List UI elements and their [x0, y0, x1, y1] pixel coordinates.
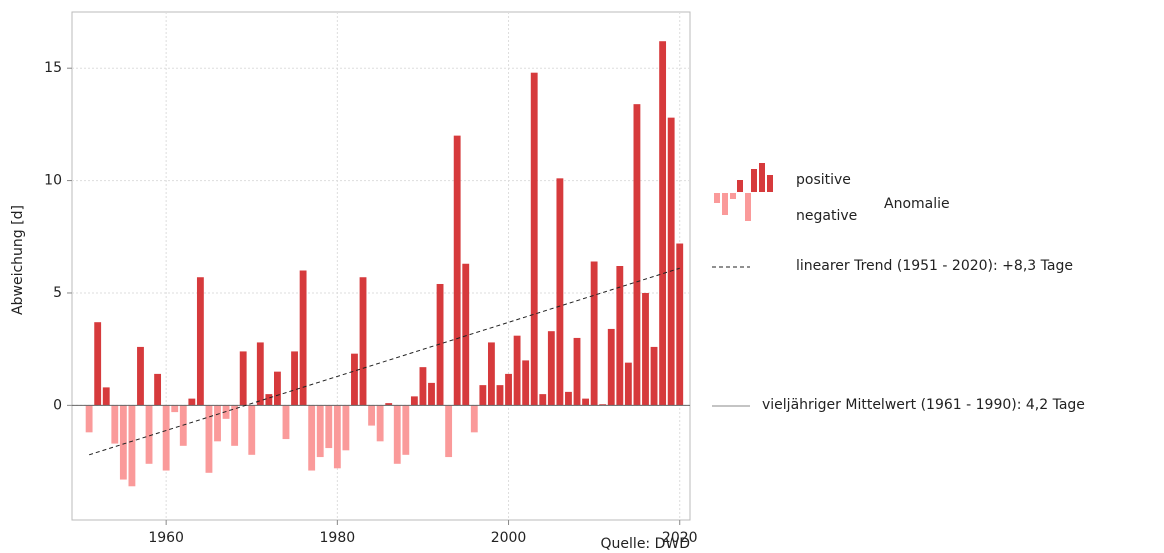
bar [624, 362, 632, 406]
bar [402, 405, 410, 455]
legend-positive: positive [796, 172, 851, 188]
bar [231, 405, 239, 446]
bar [642, 292, 649, 406]
bar [607, 328, 615, 406]
bar [265, 394, 273, 406]
bar [359, 277, 367, 406]
bar [274, 371, 281, 406]
bar [299, 270, 307, 406]
x-tick-label: 2000 [491, 530, 527, 546]
bar [342, 405, 350, 451]
bar [205, 405, 213, 473]
bar [111, 405, 119, 444]
bar [539, 394, 547, 406]
bar [565, 391, 572, 406]
bar [530, 72, 538, 406]
y-axis-label: Abweichung [d] [10, 205, 26, 315]
bar [333, 405, 341, 469]
x-tick-label: 1960 [148, 530, 184, 546]
bar [316, 405, 324, 458]
bar [368, 405, 376, 426]
bar [137, 346, 144, 406]
bar [256, 342, 264, 406]
bar [154, 373, 162, 406]
bar [162, 405, 170, 471]
bar [445, 405, 453, 458]
bar [487, 342, 495, 406]
bar [453, 135, 461, 406]
bar [462, 263, 470, 406]
legend-negative: negative [796, 208, 857, 224]
bar [505, 373, 512, 406]
bar [667, 117, 675, 406]
y-tick-label: 5 [53, 285, 62, 301]
bar [351, 353, 358, 406]
y-tick-label: 10 [44, 173, 62, 189]
legend-trend: linearer Trend (1951 - 2020): +8,3 Tage [796, 258, 1073, 274]
bar [102, 387, 110, 406]
x-tick-label: 1980 [320, 530, 356, 546]
trend-line [88, 267, 680, 456]
bar [239, 351, 247, 406]
bar [513, 335, 521, 406]
bar [676, 243, 684, 406]
bar [428, 382, 435, 406]
bar [325, 405, 333, 449]
bar [145, 405, 153, 464]
bar [419, 367, 427, 406]
bar [659, 41, 667, 406]
bar [470, 405, 478, 433]
bar [171, 405, 179, 413]
bar [590, 261, 598, 406]
bar [119, 405, 127, 480]
bar [291, 351, 298, 406]
legend-mean: vieljähriger Mittelwert (1961 - 1990): 4… [762, 397, 1085, 413]
bar [522, 360, 530, 406]
bar [573, 337, 581, 406]
bar [650, 346, 658, 406]
bar [616, 266, 624, 406]
bar [222, 405, 230, 419]
bar [410, 396, 418, 406]
bar [556, 178, 564, 406]
y-tick-label: 0 [53, 397, 62, 413]
x-tick-label: 2020 [662, 530, 698, 546]
bar [633, 104, 641, 406]
bar [436, 283, 444, 406]
bar [496, 385, 504, 406]
bar [94, 322, 102, 406]
bar [479, 385, 487, 406]
source: Quelle: DWD [601, 536, 690, 552]
bar [214, 405, 221, 442]
bar [282, 405, 290, 440]
bar [308, 405, 316, 471]
bar [376, 405, 384, 442]
legend-icon [714, 163, 773, 221]
bar [547, 331, 555, 406]
legend-group: Anomalie [884, 196, 950, 212]
bar [196, 277, 204, 406]
bar [188, 398, 196, 406]
bar [582, 398, 589, 406]
y-tick-label: 15 [44, 60, 62, 76]
bar [599, 404, 607, 406]
plot-frame [71, 11, 691, 521]
bar [393, 405, 401, 464]
bar [385, 403, 393, 406]
bar [128, 405, 136, 487]
bar [248, 405, 256, 455]
bar [85, 405, 93, 433]
